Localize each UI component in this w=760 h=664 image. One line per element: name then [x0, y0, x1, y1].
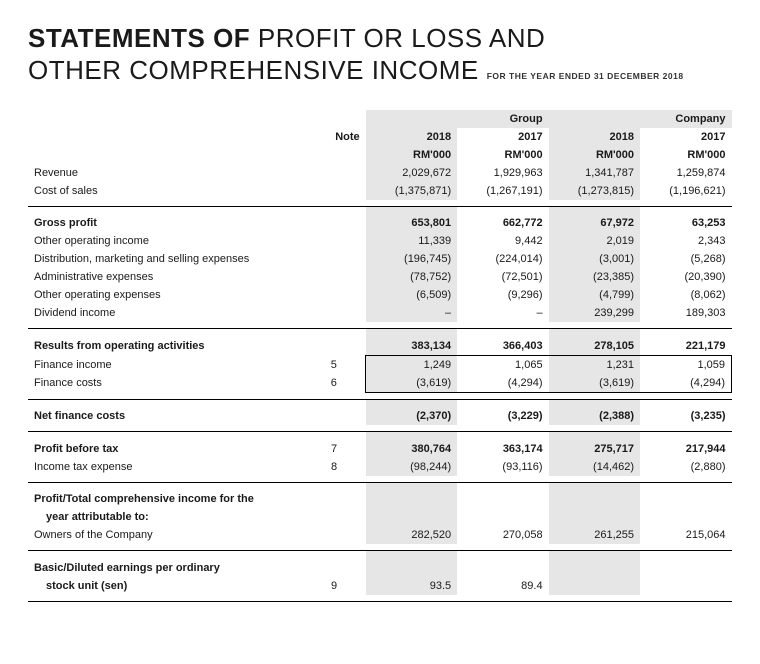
header-note: Note [302, 128, 365, 146]
header-group: Group [366, 110, 549, 128]
row-profit-before-tax: Profit before tax 7 380,764 363,174 275,… [28, 440, 732, 458]
row-finance-costs: Finance costs 6 (3,619) (4,294) (3,619) … [28, 374, 732, 393]
title-bold: STATEMENTS OF [28, 23, 250, 53]
row-eps-line1: Basic/Diluted earnings per ordinary [28, 559, 732, 577]
row-results-operating: Results from operating activities 383,13… [28, 337, 732, 356]
unit-c17: RM'000 [640, 146, 731, 164]
header-g18: 2018 [366, 128, 457, 146]
row-dividend-income: Dividend income – – 239,299 189,303 [28, 304, 732, 322]
row-admin-expenses: Administrative expenses (78,752) (72,501… [28, 268, 732, 286]
header-c18: 2018 [549, 128, 640, 146]
unit-g17: RM'000 [457, 146, 548, 164]
row-pci-line1: Profit/Total comprehensive income for th… [28, 490, 732, 508]
row-income-tax: Income tax expense 8 (98,244) (93,116) (… [28, 458, 732, 476]
unit-g18: RM'000 [366, 146, 457, 164]
page-title-line1: STATEMENTS OF PROFIT OR LOSS AND [28, 24, 732, 54]
row-pci-line2: year attributable to: [28, 508, 732, 526]
title-rest1: PROFIT OR LOSS AND [250, 23, 545, 53]
row-other-operating-expenses: Other operating expenses (6,509) (9,296)… [28, 286, 732, 304]
row-distribution-expenses: Distribution, marketing and selling expe… [28, 250, 732, 268]
row-other-operating-income: Other operating income 11,339 9,442 2,01… [28, 232, 732, 250]
row-cost-of-sales: Cost of sales (1,375,871) (1,267,191) (1… [28, 182, 732, 200]
header-company: Company [549, 110, 732, 128]
row-gross-profit: Gross profit 653,801 662,772 67,972 63,2… [28, 214, 732, 232]
row-eps-line2: stock unit (sen) 9 93.5 89.4 [28, 577, 732, 595]
page-subtitle: FOR THE YEAR ENDED 31 DECEMBER 2018 [487, 71, 684, 81]
header-g17: 2017 [457, 128, 548, 146]
row-owners: Owners of the Company 282,520 270,058 26… [28, 526, 732, 544]
row-finance-income: Finance income 5 1,249 1,065 1,231 1,059 [28, 355, 732, 374]
header-c17: 2017 [640, 128, 731, 146]
row-revenue: Revenue 2,029,672 1,929,963 1,341,787 1,… [28, 164, 732, 182]
page-title-line2: OTHER COMPREHENSIVE INCOME [28, 56, 479, 86]
row-net-finance-costs: Net finance costs (2,370) (3,229) (2,388… [28, 407, 732, 425]
unit-c18: RM'000 [549, 146, 640, 164]
financial-table: Group Company Note 2018 2017 2018 2017 R… [28, 110, 732, 602]
